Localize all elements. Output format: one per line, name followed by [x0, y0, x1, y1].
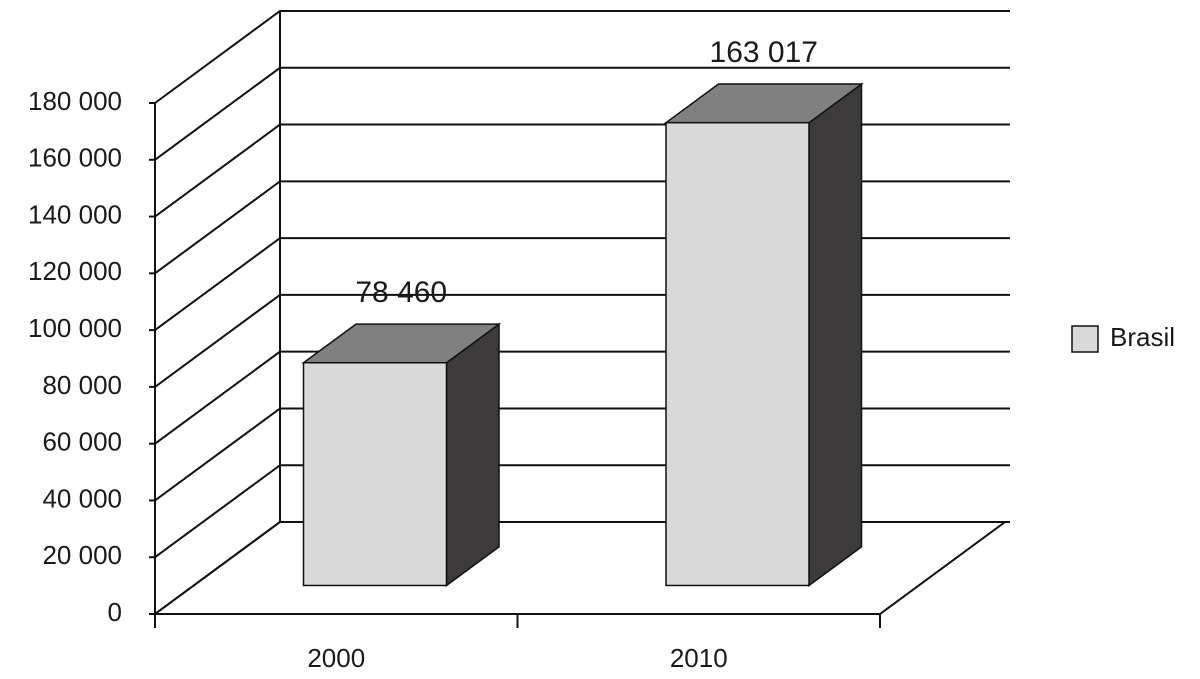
bar [302, 361, 448, 587]
grid-line [154, 407, 1010, 502]
bar [665, 121, 810, 587]
y-tick-label: 60 000 [42, 427, 122, 457]
grid-line [154, 237, 1010, 331]
grid-line [154, 180, 1010, 275]
legend-swatch [1071, 325, 1099, 353]
y-tick-label: 120 000 [28, 256, 122, 286]
floor [151, 521, 1009, 615]
y-tick-label: 0 [108, 597, 122, 627]
grid-line [154, 293, 1010, 388]
value-label: 163 017 [710, 36, 818, 69]
grid-line [154, 350, 1010, 445]
grid-line [154, 10, 1010, 104]
grid-line [154, 464, 1010, 559]
bar-side [808, 82, 863, 587]
y-tick-label: 160 000 [28, 143, 122, 173]
x-tick-label: 2010 [670, 643, 728, 673]
y-tick-label: 40 000 [42, 483, 122, 513]
value-label: 78 460 [355, 276, 447, 309]
y-tick-label: 100 000 [28, 313, 122, 343]
x-tick-label: 2000 [307, 643, 365, 673]
bar-side [445, 322, 500, 587]
y-tick-label: 140 000 [28, 199, 122, 229]
legend-label: Brasil [1110, 322, 1175, 352]
grid-line [154, 123, 1010, 218]
y-tick-label: 80 000 [42, 370, 122, 400]
y-tick-label: 180 000 [28, 86, 122, 116]
y-tick-label: 20 000 [42, 540, 122, 570]
grid-line [154, 521, 1010, 615]
grid-line [154, 66, 1010, 161]
